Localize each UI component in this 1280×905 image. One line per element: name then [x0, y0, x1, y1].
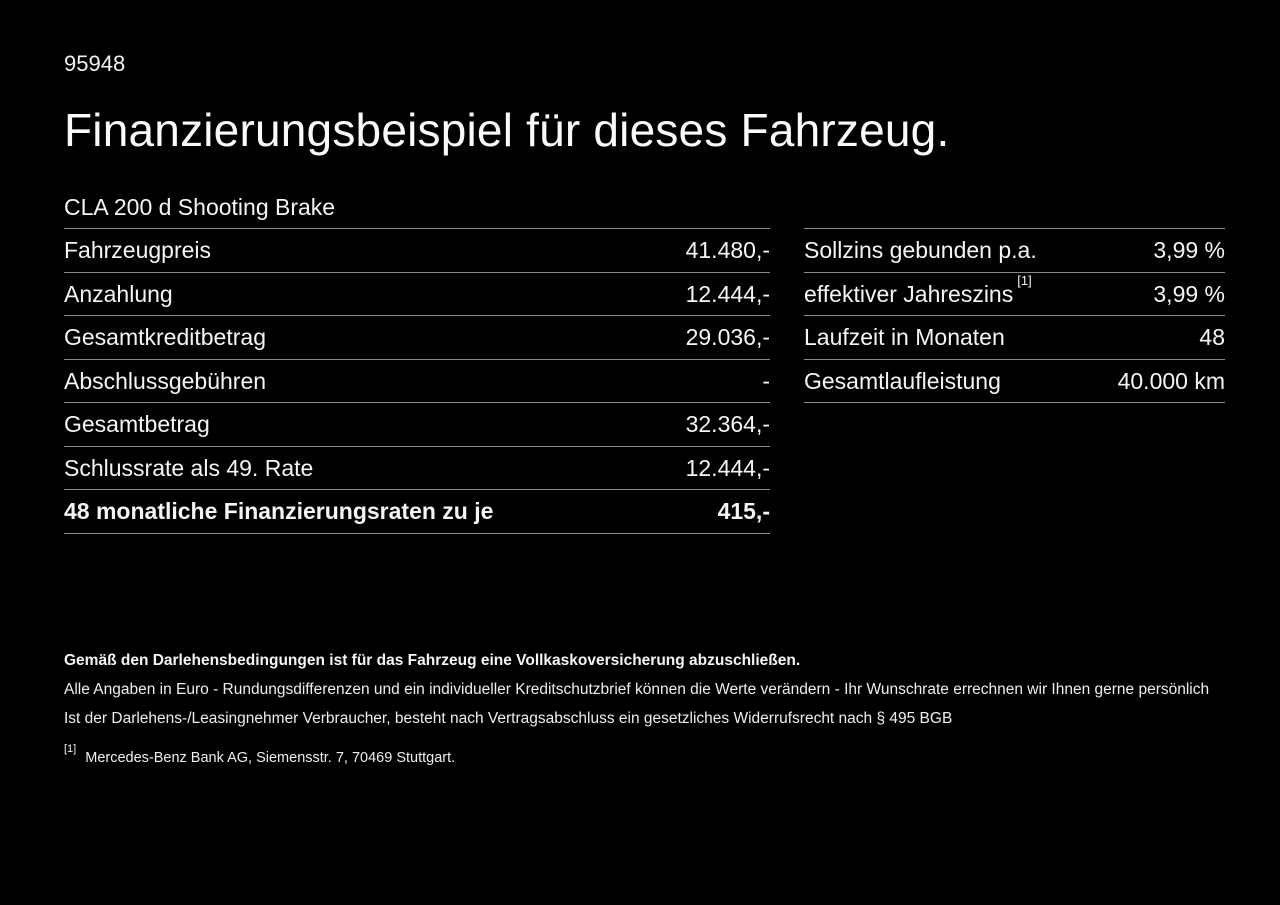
- row-value: 12.444,-: [685, 454, 770, 481]
- footnote-marker: [1]: [64, 742, 77, 755]
- page-title: Finanzierungsbeispiel für dieses Fahrzeu…: [64, 104, 950, 157]
- table-row-monthly-rate: 48 monatliche Finanzierungsraten zu je 4…: [64, 489, 770, 534]
- row-value: 415,-: [717, 498, 770, 525]
- table-row-effective-interest: effektiver Jahreszins[1] 3,99 %: [804, 271, 1225, 316]
- row-value: 32.364,-: [685, 411, 770, 438]
- footnote-marker: [1]: [1017, 273, 1032, 288]
- table-row-vehicle-price: Fahrzeugpreis 41.480,-: [64, 228, 770, 272]
- offer-reference-number: 95948: [64, 51, 126, 76]
- row-label: Fahrzeugpreis: [64, 237, 212, 264]
- rounding-note: Alle Angaben in Euro - Rundungsdifferenz…: [64, 680, 1210, 698]
- row-label: Sollzins gebunden p.a.: [804, 237, 1037, 264]
- table-row-final-installment: Schlussrate als 49. Rate 12.444,-: [64, 445, 770, 490]
- row-value: 3,99 %: [1153, 237, 1225, 264]
- row-value: 48: [1199, 324, 1225, 351]
- row-value: 3,99 %: [1153, 280, 1225, 307]
- table-row-nominal-interest: Sollzins gebunden p.a. 3,99 %: [804, 228, 1225, 272]
- row-label: 48 monatliche Finanzierungsraten zu je: [64, 498, 494, 525]
- row-label: Gesamtkreditbetrag: [64, 324, 266, 351]
- bank-footnote: [1] Mercedes-Benz Bank AG, Siemensstr. 7,…: [64, 743, 1225, 766]
- finance-tables: Fahrzeugpreis 41.480,- Anzahlung 12.444,…: [64, 228, 1225, 534]
- legal-footer: Gemäß den Darlehensbedingungen ist für d…: [64, 652, 1225, 766]
- table-row-down-payment: Anzahlung 12.444,-: [64, 271, 770, 316]
- row-value: 41.480,-: [685, 237, 770, 264]
- row-value: 40.000 km: [1117, 367, 1225, 394]
- table-row-term-months: Laufzeit in Monaten 48: [804, 315, 1225, 359]
- row-label: Gesamtbetrag: [64, 411, 210, 438]
- finance-details-table: Fahrzeugpreis 41.480,- Anzahlung 12.444,…: [64, 228, 770, 534]
- footnote-text: Mercedes-Benz Bank AG, Siemensstr. 7, 70…: [85, 749, 456, 766]
- row-label: Abschlussgebühren: [64, 367, 267, 394]
- row-label: Anzahlung: [64, 280, 173, 307]
- vehicle-model-name: CLA 200 d Shooting Brake: [64, 193, 336, 220]
- table-row-total-mileage: Gesamtlaufleistung 40.000 km: [804, 358, 1225, 404]
- conditions-table: Sollzins gebunden p.a. 3,99 % effektiver…: [804, 228, 1225, 404]
- row-label: effektiver Jahreszins[1]: [804, 273, 1032, 307]
- row-value: 12.444,-: [685, 280, 770, 307]
- row-value: -: [762, 367, 770, 394]
- row-value: 29.036,-: [685, 324, 770, 351]
- finance-example-page: 95948 Finanzierungsbeispiel für dieses F…: [64, 51, 1225, 766]
- table-row-total-credit: Gesamtkreditbetrag 29.036,-: [64, 315, 770, 359]
- row-label: Laufzeit in Monaten: [804, 324, 1005, 351]
- table-row-total-amount: Gesamtbetrag 32.364,-: [64, 402, 770, 446]
- row-label: Schlussrate als 49. Rate: [64, 454, 314, 481]
- insurance-note: Gemäß den Darlehensbedingungen ist für d…: [64, 651, 801, 669]
- table-row-closing-fees: Abschlussgebühren -: [64, 358, 770, 403]
- withdrawal-note: Ist der Darlehens-/Leasingnehmer Verbrau…: [64, 709, 953, 727]
- row-label: Gesamtlaufleistung: [804, 367, 1001, 394]
